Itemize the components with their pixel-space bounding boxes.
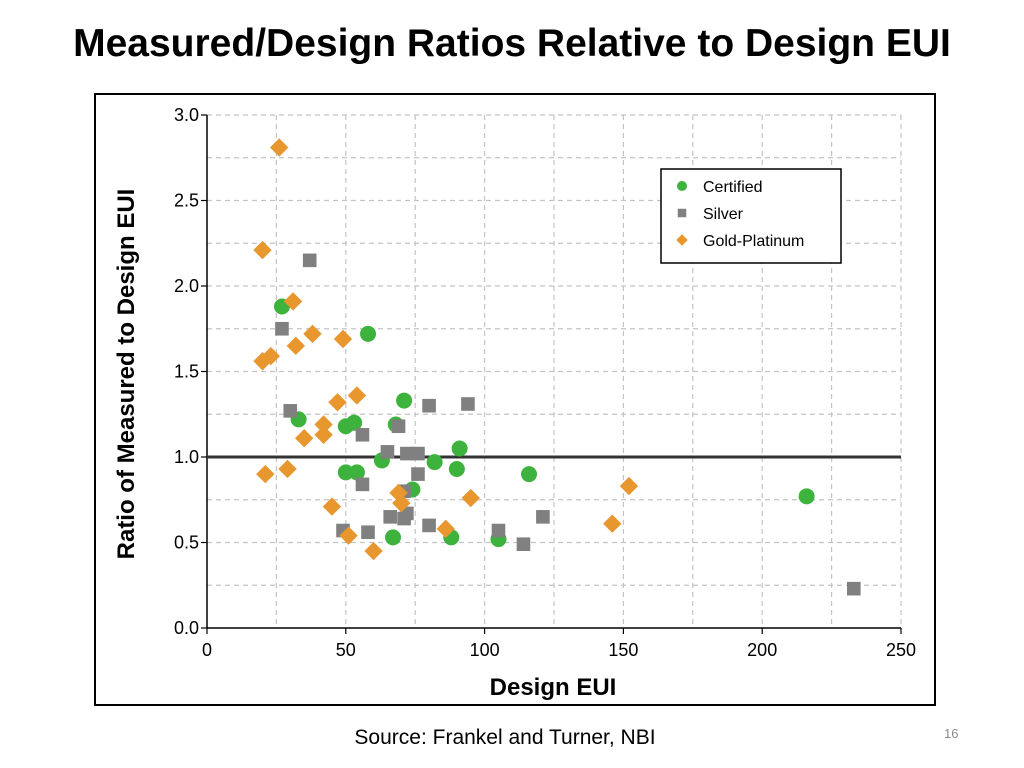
- chart-legend: Certified Silver Gold-Platinum: [660, 168, 842, 264]
- data-point: [461, 397, 475, 411]
- x-tick-label: 0: [202, 640, 212, 660]
- legend-marker: [677, 181, 687, 191]
- data-point: [253, 240, 272, 260]
- series-certified: [273, 298, 815, 548]
- slide-title: Measured/Design Ratios Relative to Desig…: [73, 22, 951, 65]
- data-point: [314, 415, 333, 434]
- data-point: [461, 488, 480, 508]
- legend-box: [660, 168, 842, 264]
- data-point: [348, 464, 365, 481]
- data-point: [337, 464, 354, 481]
- y-tick-label: 2.5: [174, 191, 199, 211]
- data-point: [360, 325, 377, 342]
- data-point: [847, 581, 861, 596]
- data-point: [422, 398, 436, 413]
- y-tick-label: 0.0: [174, 618, 199, 638]
- data-point: [314, 425, 333, 444]
- data-point: [328, 393, 347, 412]
- data-point: [619, 476, 639, 496]
- legend-label: Gold-Platinum: [703, 233, 804, 250]
- x-tick-label: 250: [886, 640, 916, 660]
- series-gold-platinum: [253, 138, 639, 561]
- x-tick-label: 100: [470, 640, 500, 660]
- y-tick-label: 1.0: [174, 447, 199, 467]
- y-axis-label: Ratio of Measured to Design EUI: [113, 189, 140, 560]
- data-point: [392, 493, 411, 513]
- data-point: [347, 386, 367, 405]
- data-point: [422, 518, 436, 533]
- x-tick-label: 200: [747, 640, 777, 660]
- data-point: [333, 329, 353, 349]
- chart-frame: 0 50 100 150 200 250 0.0 0.5 1.0 1.5 2.0 2.5 3.0 Des…: [94, 93, 936, 706]
- data-point: [275, 321, 289, 336]
- data-point: [491, 523, 506, 538]
- legend-marker: [677, 208, 687, 218]
- source-caption: Source: Frankel and Turner, NBI: [354, 726, 656, 749]
- data-point: [516, 537, 531, 552]
- scatter-chart: 0 50 100 150 200 250 0.0 0.5 1.0 1.5 2.0 2.5 3.0 Des…: [113, 105, 916, 701]
- data-point: [302, 253, 317, 268]
- data-point: [411, 467, 425, 481]
- data-point: [451, 440, 468, 457]
- data-point: [380, 445, 395, 459]
- data-point: [283, 404, 298, 418]
- data-point: [521, 466, 538, 483]
- data-point: [256, 464, 275, 484]
- data-point: [383, 510, 398, 524]
- legend-label: Certified: [703, 179, 763, 196]
- data-point: [253, 352, 272, 371]
- data-point: [361, 525, 375, 540]
- data-point: [411, 446, 425, 461]
- x-axis-label: Design EUI: [490, 674, 617, 701]
- data-point: [798, 488, 815, 505]
- data-point: [384, 529, 401, 546]
- data-point: [426, 454, 443, 471]
- page-number: 16: [944, 726, 959, 741]
- y-tick-label: 1.5: [174, 362, 199, 382]
- data-point: [448, 460, 465, 477]
- data-point: [346, 414, 363, 431]
- data-point: [303, 324, 322, 344]
- x-tick-label: 150: [608, 640, 638, 660]
- data-point: [322, 497, 342, 516]
- legend-marker: [676, 234, 688, 246]
- legend-label: Silver: [703, 206, 744, 223]
- data-point: [391, 419, 406, 434]
- data-point: [396, 392, 413, 409]
- data-point: [355, 427, 370, 442]
- data-point: [355, 477, 370, 492]
- y-tick-label: 3.0: [174, 105, 199, 125]
- y-tick-label: 0.5: [174, 533, 199, 553]
- data-point: [536, 510, 550, 524]
- y-tick-label: 2.0: [174, 276, 199, 296]
- data-point: [283, 292, 303, 311]
- data-point: [400, 446, 414, 461]
- x-tick-label: 50: [336, 640, 356, 660]
- data-point: [269, 138, 289, 157]
